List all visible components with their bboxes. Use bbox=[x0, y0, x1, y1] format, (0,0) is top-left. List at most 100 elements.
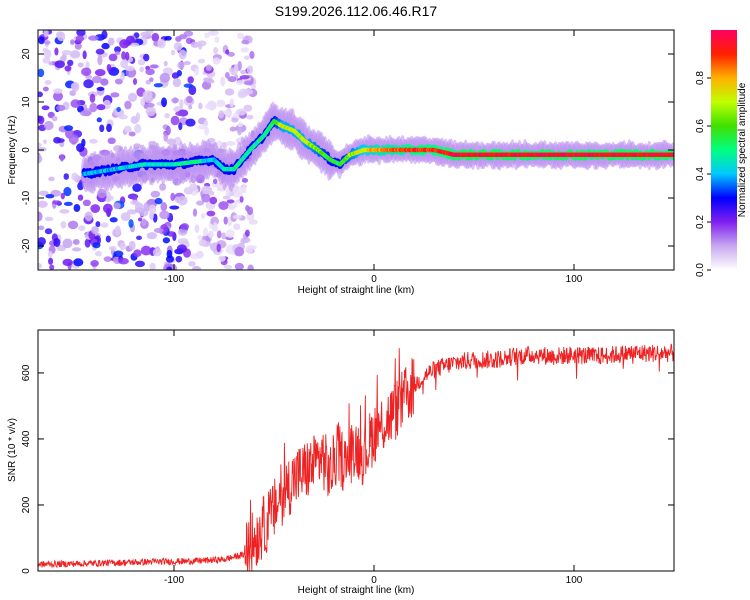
noise-speck bbox=[97, 55, 103, 66]
noise-speck bbox=[196, 200, 205, 206]
noise-speck bbox=[240, 47, 249, 53]
x-tick-label: -100 bbox=[164, 274, 184, 285]
noise-speck bbox=[223, 264, 233, 270]
noise-speck bbox=[44, 40, 51, 45]
noise-speck bbox=[119, 39, 130, 49]
noise-speck bbox=[145, 68, 155, 76]
noise-speck bbox=[245, 229, 250, 237]
noise-speck bbox=[177, 61, 185, 70]
snr-x-axis: -100 0 100 bbox=[164, 330, 583, 586]
noise-speck bbox=[94, 69, 106, 77]
noise-speck bbox=[150, 190, 161, 198]
colorbar-tick-label: 0.2 bbox=[695, 215, 706, 229]
noise-speck bbox=[149, 262, 156, 270]
noise-speck bbox=[176, 244, 187, 253]
noise-speck bbox=[178, 49, 187, 60]
noise-speck bbox=[101, 30, 108, 40]
noise-speck bbox=[164, 35, 172, 41]
noise-speck bbox=[206, 210, 216, 217]
noise-speck bbox=[146, 200, 154, 205]
noise-speck bbox=[38, 200, 48, 208]
noise-speck bbox=[57, 31, 66, 42]
noise-speck bbox=[207, 230, 214, 239]
noise-speck bbox=[245, 205, 250, 212]
noise-speck bbox=[171, 97, 180, 104]
noise-speck bbox=[198, 239, 207, 247]
noise-speck bbox=[152, 213, 158, 223]
noise-speck bbox=[145, 106, 156, 117]
noise-speck bbox=[198, 102, 203, 110]
noise-speck bbox=[198, 42, 203, 50]
noise-speck bbox=[62, 258, 73, 267]
noise-speck bbox=[237, 122, 243, 128]
noise-speck bbox=[121, 51, 126, 60]
noise-speck bbox=[128, 240, 136, 251]
noise-speck bbox=[233, 223, 241, 231]
noise-speck bbox=[47, 250, 53, 258]
noise-speck bbox=[73, 203, 81, 213]
noise-speck bbox=[118, 114, 128, 120]
colorbar-ticks: 0.0 0.2 0.4 0.6 0.8 bbox=[695, 71, 711, 277]
noise-speck bbox=[216, 243, 221, 253]
noise-speck bbox=[38, 115, 45, 125]
noise-speck bbox=[183, 83, 194, 88]
snr-panel: -100 0 100 0 200 400 600 Height of straight l… bbox=[7, 329, 675, 596]
noise-speck bbox=[44, 80, 52, 85]
noise-speck bbox=[179, 98, 184, 109]
noise-speck bbox=[53, 88, 63, 94]
noise-speck bbox=[100, 78, 109, 86]
noise-speck bbox=[162, 237, 171, 244]
noise-speck bbox=[42, 86, 49, 92]
noise-speck bbox=[42, 139, 48, 144]
noise-speck bbox=[59, 209, 70, 214]
noise-speck bbox=[245, 245, 254, 254]
noise-speck bbox=[218, 110, 225, 119]
noise-speck bbox=[48, 61, 53, 66]
noise-speck bbox=[146, 232, 158, 240]
noise-speck bbox=[83, 79, 94, 89]
noise-speck bbox=[77, 62, 84, 68]
noise-speck bbox=[43, 30, 49, 38]
noise-speck bbox=[38, 262, 42, 269]
noise-speck bbox=[119, 242, 126, 251]
noise-speck bbox=[227, 76, 237, 83]
noise-speck bbox=[54, 60, 65, 69]
noise-speck bbox=[130, 42, 140, 47]
noise-speck bbox=[109, 217, 118, 223]
y-tick-label: -20 bbox=[21, 238, 32, 253]
noise-speck bbox=[94, 250, 102, 257]
noise-speck bbox=[213, 47, 219, 55]
noise-speck bbox=[63, 173, 69, 180]
noise-speck bbox=[218, 201, 229, 210]
spectrogram-y-axis: -20 -10 0 10 20 bbox=[21, 48, 674, 253]
noise-speck bbox=[227, 204, 236, 210]
noise-speck bbox=[235, 80, 245, 86]
noise-speck bbox=[110, 92, 120, 98]
noise-speck bbox=[67, 59, 74, 67]
noise-speck bbox=[203, 120, 209, 127]
noise-speck bbox=[222, 195, 231, 200]
noise-speck bbox=[159, 210, 170, 220]
snr-line-path bbox=[38, 343, 674, 571]
noise-speck bbox=[221, 232, 227, 240]
noise-speck bbox=[120, 212, 131, 222]
noise-speck bbox=[82, 50, 87, 60]
spectrogram-noise bbox=[38, 30, 258, 270]
chart-title: S199.2026.112.06.46.R17 bbox=[275, 3, 438, 19]
noise-speck bbox=[153, 83, 163, 88]
x-tick-label: 0 bbox=[371, 274, 377, 285]
noise-speck bbox=[92, 242, 101, 249]
noise-speck bbox=[225, 229, 235, 238]
noise-speck bbox=[142, 90, 153, 100]
noise-speck bbox=[185, 118, 196, 127]
noise-speck bbox=[201, 185, 213, 195]
colorbar-tick-label: 0.6 bbox=[695, 119, 706, 133]
noise-speck bbox=[124, 51, 130, 61]
noise-speck bbox=[90, 260, 99, 267]
noise-speck bbox=[114, 225, 121, 236]
noise-speck bbox=[89, 102, 98, 113]
noise-speck bbox=[101, 42, 110, 50]
noise-speck bbox=[124, 100, 132, 110]
noise-speck bbox=[206, 79, 215, 84]
y-tick-label: 400 bbox=[21, 430, 32, 447]
